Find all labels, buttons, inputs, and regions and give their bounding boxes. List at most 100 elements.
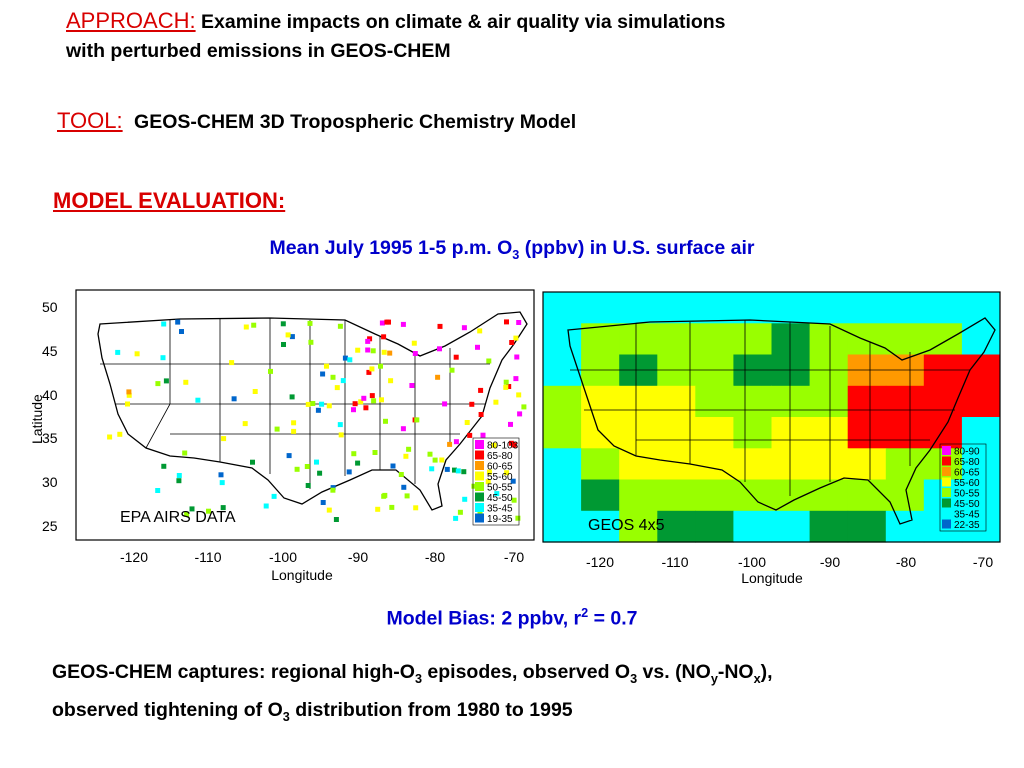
site-marker [414,417,420,423]
legend-swatch [942,509,951,518]
model-grid-cell [885,417,925,449]
site-marker [155,488,161,493]
site-marker [503,384,509,390]
site-marker [326,403,332,409]
legend-swatch [942,446,951,455]
site-marker [503,379,509,385]
site-marker [369,366,375,372]
geos-model-map: 80-9065-8060-6555-6050-5545-5035-4522-35… [542,291,1001,586]
legend-swatch [942,456,951,466]
site-marker [176,478,182,484]
legend-label: 35-45 [954,510,980,521]
site-marker [285,332,291,338]
site-marker [467,432,473,438]
site-marker [390,463,396,469]
legend-label: 45-50 [487,493,513,504]
site-marker [268,368,273,374]
site-marker [363,405,369,411]
legend-swatch [475,461,484,470]
site-marker [319,401,325,407]
site-marker [370,348,376,354]
site-marker [176,473,182,478]
site-marker [243,324,249,330]
legend-swatch [942,488,951,497]
model-grid-cell [657,292,696,324]
site-marker [478,412,484,417]
site-marker [307,320,313,326]
site-marker [461,469,467,475]
model-grid-cell [543,385,582,418]
site-marker [195,397,201,403]
model-grid-cell [543,510,582,543]
site-marker [218,472,224,478]
left-y-ticks: 50 45 40 35 30 25 [42,299,58,534]
site-marker [365,338,371,344]
model-grid-cell [543,448,582,481]
site-marker [388,378,394,384]
model-grid-cell [923,292,963,324]
model-grid-cell [581,385,620,418]
model-grid-cell [733,417,772,449]
model-grid-cells [543,292,1001,543]
site-marker [355,460,361,466]
site-marker [400,426,406,432]
site-marker [289,334,295,340]
left-x-tick: -110 [195,549,222,565]
site-marker [182,450,188,456]
site-marker [400,321,406,327]
map-title-suffix: (ppbv) in U.S. surface air [519,237,755,259]
site-marker [506,384,512,389]
left-map-label: EPA AIRS DATA [120,509,236,526]
site-marker [346,469,352,475]
site-marker [510,478,516,484]
site-marker [229,360,235,366]
site-marker [340,378,346,384]
right-x-tick: -90 [820,554,840,570]
map-title-sub: 3 [512,247,520,262]
site-marker [480,432,486,438]
site-marker [250,459,255,465]
site-marker [317,470,323,476]
model-grid-cell [885,510,925,543]
site-marker [330,485,336,491]
site-marker [398,472,404,477]
model-grid-cell [543,292,582,324]
legend-label: 22-35 [954,520,980,531]
site-marker [389,504,395,510]
legend-swatch [475,492,484,502]
model-grid-cell [809,510,849,543]
bias-prefix: Model Bias: 2 ppbv, r [386,607,582,630]
site-marker [444,466,450,472]
model-grid-cell [847,292,887,324]
concl-text: distribution from 1980 to 1995 [289,698,573,721]
legend-swatch [942,498,951,508]
right-x-tick: -110 [662,554,689,570]
model-grid-cell [619,417,658,449]
site-marker [516,392,522,398]
legend-label: 80-103 [487,441,519,452]
site-marker [126,389,132,395]
site-marker [294,466,300,472]
site-marker [513,376,519,382]
site-marker [314,459,319,465]
left-x-tick: -100 [269,549,297,565]
model-grid-cell [543,323,582,356]
bias-suffix: = 0.7 [588,607,638,630]
site-marker [324,363,329,369]
left-x-axis-label: Longitude [271,567,333,583]
site-marker [115,349,121,355]
legend-swatch [475,440,484,449]
site-marker [271,493,277,499]
model-grid-cell [847,510,887,543]
site-marker [308,339,314,345]
site-marker [342,355,348,361]
model-grid-cell [733,292,772,324]
model-grid-cell [695,510,734,543]
site-marker [333,517,339,522]
site-marker [163,378,169,384]
site-marker [291,420,297,426]
map-title: Mean July 1995 1-5 p.m. O3 (ppbv) in U.S… [0,237,1024,262]
model-grid-cell [809,448,849,481]
model-grid-cell [657,323,696,356]
